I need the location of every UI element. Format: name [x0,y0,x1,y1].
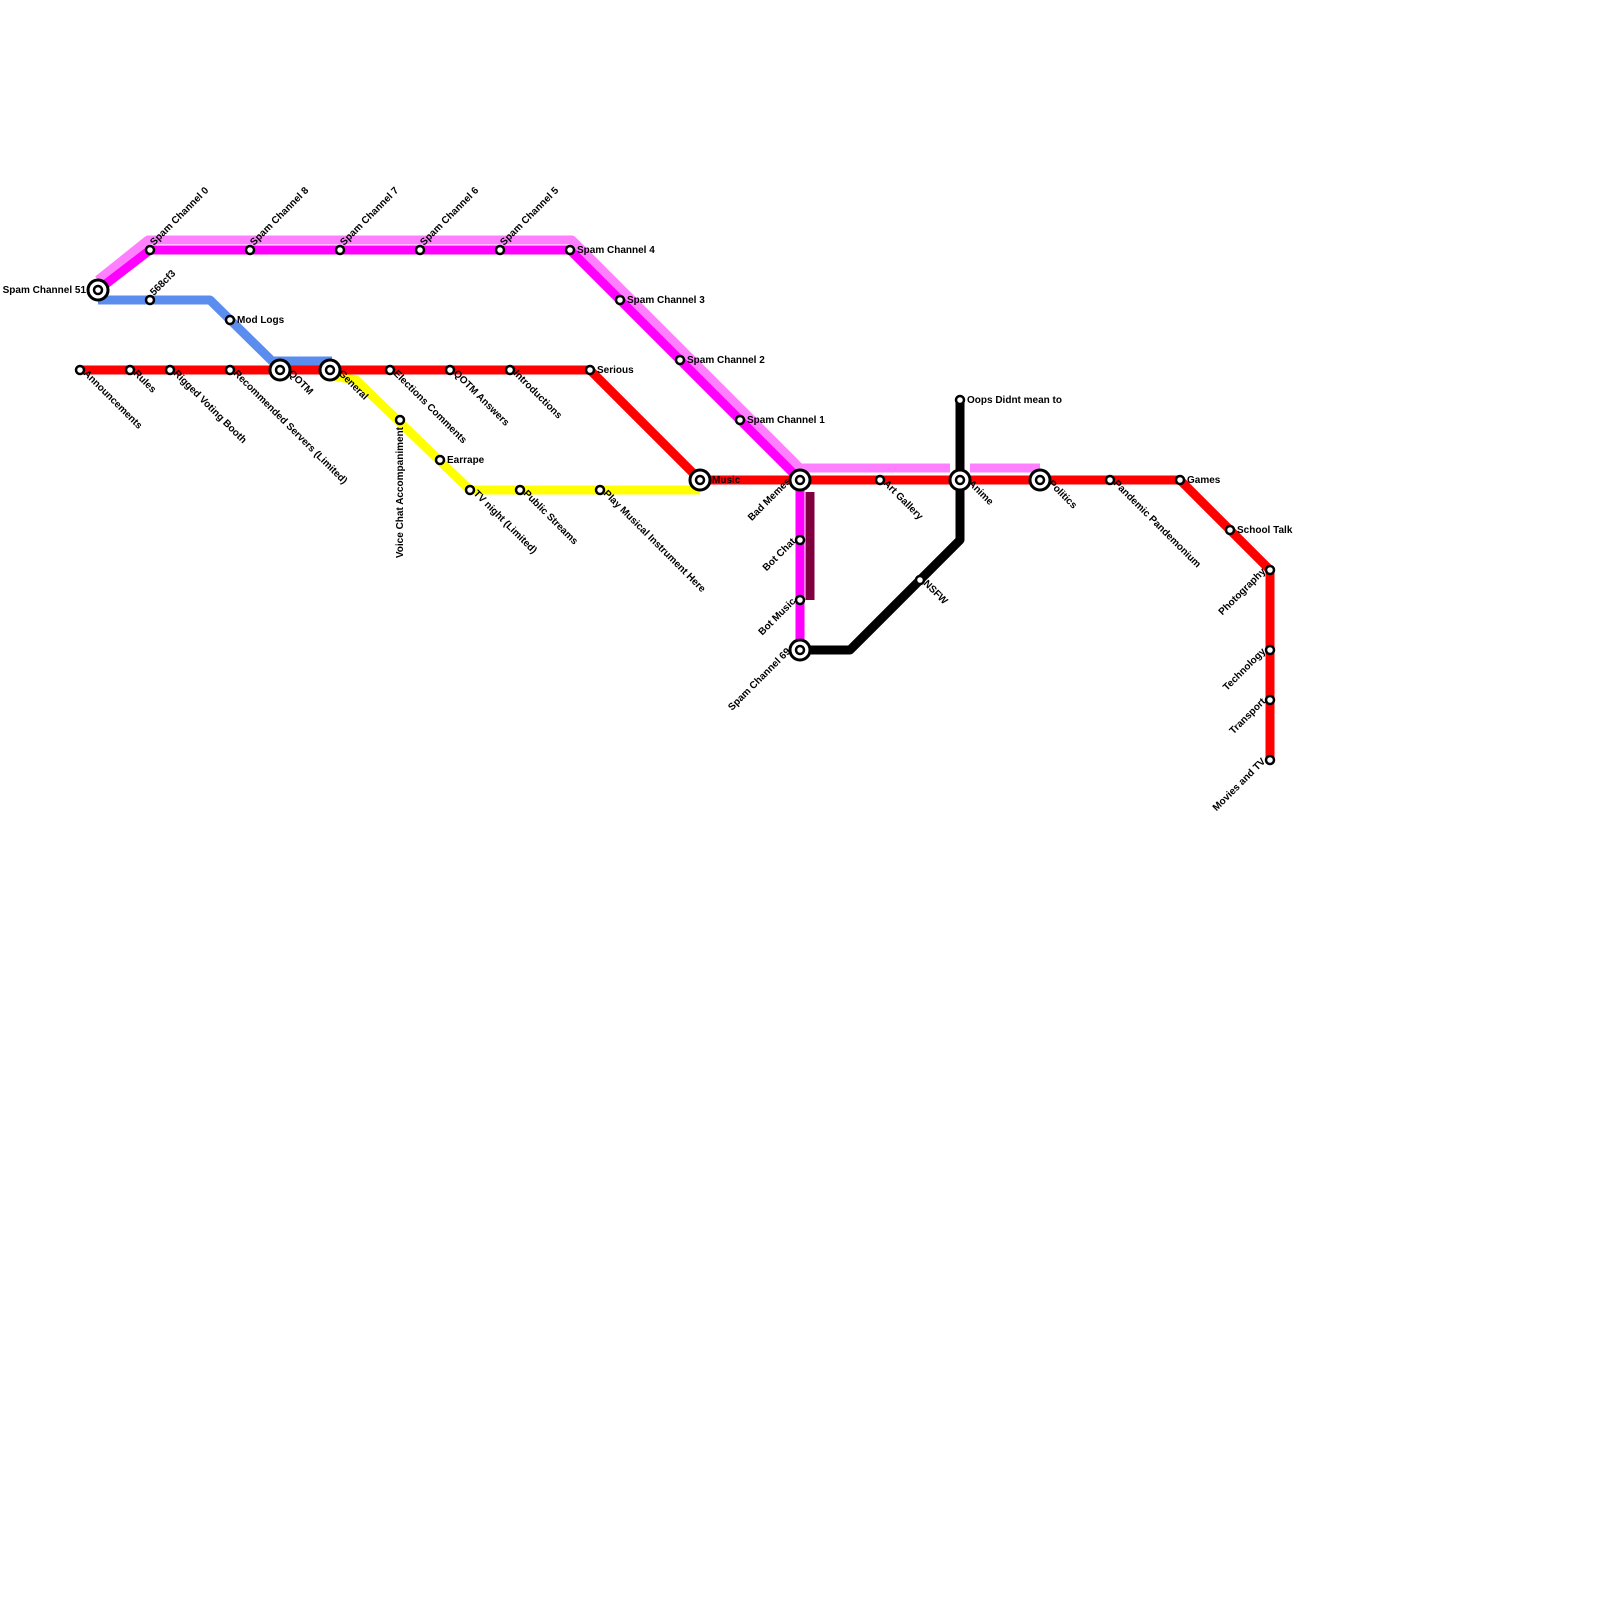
station[interactable]: Oops Didnt mean to [954,394,1062,406]
interchange-core-icon [324,364,336,376]
station-icon [954,394,966,406]
station-label: Games [1187,475,1221,486]
station[interactable]: Spam Channel 2 [674,354,765,366]
station-icon [1104,474,1116,486]
station-icon [224,364,236,376]
station-label: Oops Didnt mean to [967,395,1062,406]
station[interactable]: Voice Chat Accompaniment [394,414,406,558]
station-label: Art Gallery [881,478,925,522]
station-label: Earrape [447,455,485,466]
station-icon [794,594,806,606]
station-icon [224,314,236,326]
station-icon [594,484,606,496]
station-label: Mod Logs [237,315,285,326]
station[interactable]: Spam Channel 51 [3,278,110,302]
station-label: Spam Channel 69 [726,646,793,713]
station-icon [734,414,746,426]
station-label: Introductions [511,368,564,421]
station-icon [1264,754,1276,766]
magenta-line [95,245,805,650]
station[interactable]: Earrape [434,454,485,466]
station-icon [614,294,626,306]
blue-line [98,295,332,366]
station-label: Spam Channel 51 [3,285,87,296]
station-icon [124,364,136,376]
station[interactable]: Recommended Servers (Limited) [224,364,349,487]
station-icon [494,244,506,256]
station-icon [794,534,806,546]
station-icon [1264,564,1276,576]
station-icon [1174,474,1186,486]
station-icon [244,244,256,256]
station-label: Serious [597,365,634,376]
interchange-core-icon [274,364,286,376]
station-icon [1224,524,1236,536]
station-icon [434,454,446,466]
station-label: School Talk [1237,525,1293,536]
station-label: Play Musical Instrument Here [601,488,708,595]
station-label: Spam Channel 2 [687,355,765,366]
station-icon [164,364,176,376]
station-label: 568cf3 [148,268,178,298]
station-label: Spam Channel 3 [627,295,705,306]
station-icon [504,364,516,376]
interchange-core-icon [794,474,806,486]
station-label: Movies and TV [1211,756,1269,814]
yellow-line [331,371,700,495]
station-icon [144,294,156,306]
station-icon [334,244,346,256]
station-label: Music [712,475,741,486]
station-icon [874,474,886,486]
station-icon [674,354,686,366]
station-label: Bot Chat [761,536,799,574]
station[interactable]: Serious [584,364,634,376]
station-icon [914,574,926,586]
station[interactable]: School Talk [1224,524,1293,536]
station-label: QOTM Answers [451,368,511,428]
station-label: Photography [1217,566,1269,618]
station[interactable]: Spam Channel 1 [734,414,825,426]
station-icon [584,364,596,376]
station-icon [414,244,426,256]
station[interactable]: Spam Channel 4 [564,244,655,256]
station-label: Transport [1228,696,1269,737]
station[interactable]: NSFW [914,574,950,607]
station-icon [74,364,86,376]
station-icon [514,484,526,496]
station[interactable]: Spam Channel 69 [726,638,812,713]
station-label: Recommended Servers (Limited) [231,368,349,486]
station-label: NSFW [921,578,950,607]
interchange-core-icon [92,284,104,296]
station[interactable]: Photography [1217,564,1276,618]
station[interactable]: Music [688,468,741,492]
station[interactable]: QOTM Answers [444,364,511,429]
interchange-core-icon [694,474,706,486]
interchange-core-icon [794,644,806,656]
station[interactable]: Games [1174,474,1221,486]
station[interactable]: Spam Channel 3 [614,294,705,306]
station-label: Spam Channel 1 [747,415,825,426]
station-icon [1264,694,1276,706]
interchange-core-icon [1034,474,1046,486]
black-line [800,400,965,655]
station-icon [564,244,576,256]
station-label: Bot Music [757,596,799,638]
station[interactable]: Play Musical Instrument Here [594,484,708,595]
station-icon [144,244,156,256]
station[interactable]: Movies and TV [1211,754,1276,814]
station-label: Technology [1221,646,1268,693]
interchange-core-icon [954,474,966,486]
station-icon [444,364,456,376]
station-icon [464,484,476,496]
station-label: Voice Chat Accompaniment [395,426,406,558]
station[interactable]: Mod Logs [224,314,285,326]
station-icon [1264,644,1276,656]
station-icon [394,414,406,426]
pink-line [95,235,950,473]
station-icon [384,364,396,376]
station-label: Spam Channel 4 [577,245,655,256]
